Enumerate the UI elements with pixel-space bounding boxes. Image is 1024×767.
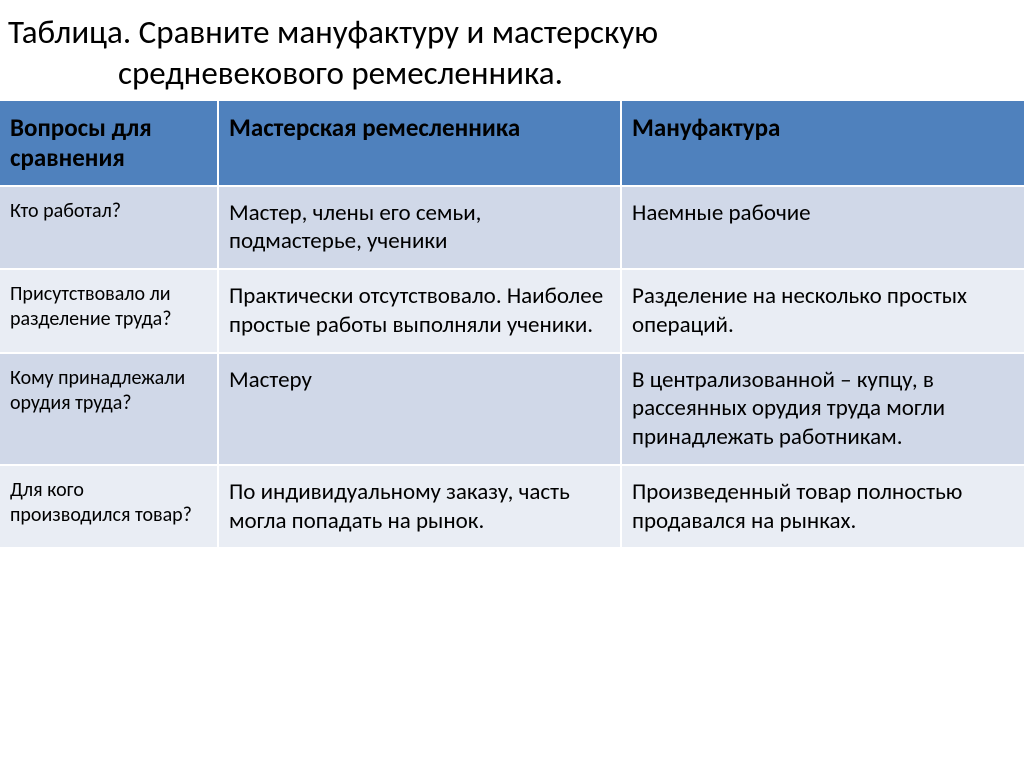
cell-manufacture: В централизованной – купцу, в рассеянных… (621, 353, 1024, 465)
cell-workshop: Мастер, члены его семьи, подмастерье, уч… (218, 186, 621, 270)
table-row: Присутствовало ли разделение труда? Прак… (0, 269, 1024, 353)
cell-workshop: По индивидуальному заказу, часть могла п… (218, 465, 621, 548)
table-row: Кому принадлежали орудия труда? Мастеру … (0, 353, 1024, 465)
table-header-row: Вопросы для сравнения Мастерская ремесле… (0, 101, 1024, 186)
col-header-workshop: Мастерская ремесленника (218, 101, 621, 186)
table-row: Кто работал? Мастер, члены его семьи, по… (0, 186, 1024, 270)
title-line-2: средневекового ремесленника. (8, 53, 1016, 94)
cell-manufacture: Произведенный товар полностью продавался… (621, 465, 1024, 548)
cell-question: Кто работал? (0, 186, 218, 270)
page-title: Таблица. Сравните мануфактуру и мастерск… (0, 0, 1024, 101)
cell-manufacture: Разделение на несколько простых операций… (621, 269, 1024, 353)
col-header-questions: Вопросы для сравнения (0, 101, 218, 186)
cell-question: Присутствовало ли разделение труда? (0, 269, 218, 353)
col-header-manufacture: Мануфактура (621, 101, 1024, 186)
cell-workshop: Мастеру (218, 353, 621, 465)
comparison-table: Вопросы для сравнения Мастерская ремесле… (0, 101, 1024, 548)
cell-workshop: Практически отсутствовало. Наиболее прос… (218, 269, 621, 353)
table-row: Для кого производился товар? По индивиду… (0, 465, 1024, 548)
title-line-1: Таблица. Сравните мануфактуру и мастерск… (8, 12, 658, 52)
cell-question: Для кого производился товар? (0, 465, 218, 548)
cell-question: Кому принадлежали орудия труда? (0, 353, 218, 465)
cell-manufacture: Наемные рабочие (621, 186, 1024, 270)
